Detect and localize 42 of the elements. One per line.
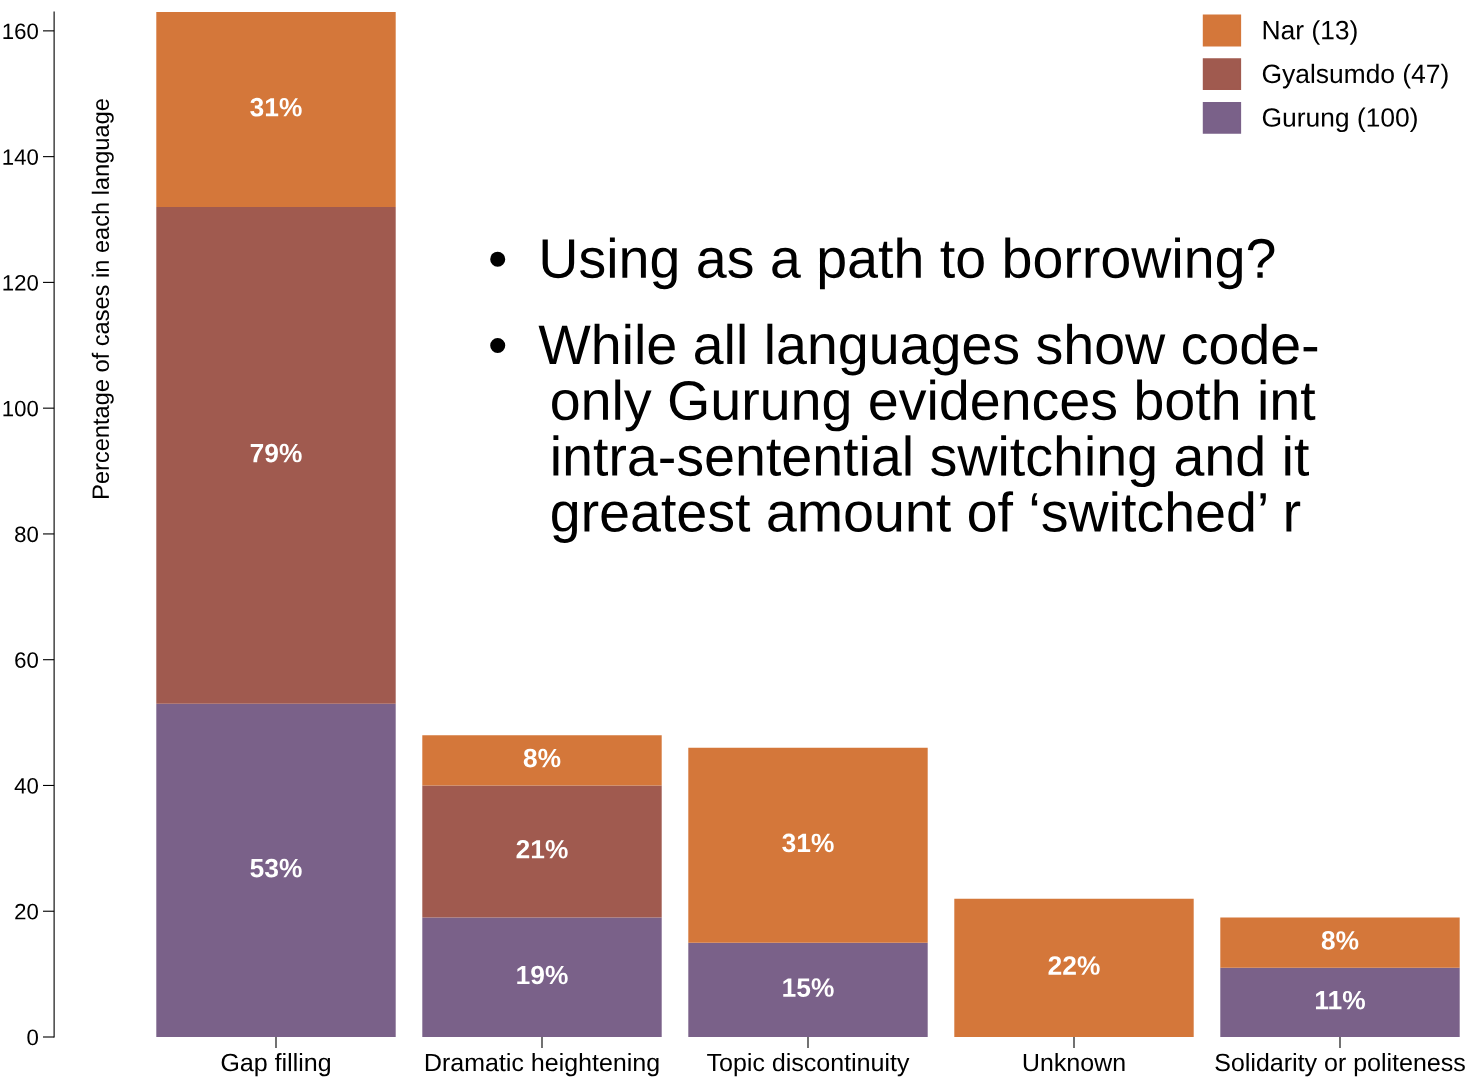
data-label: 31% [782, 833, 834, 853]
bar [688, 942, 928, 1037]
legend-label: Gurung (100) [1262, 107, 1417, 133]
y-tick-label: 140 [3, 149, 38, 165]
data-label: 8% [1321, 931, 1359, 950]
y-tick-label: 100 [3, 400, 38, 417]
annotation: • Using as a path to borrowing? [490, 237, 1275, 290]
data-label: 31% [250, 97, 302, 117]
x-tick-label: Topic discontinuity [707, 1052, 910, 1077]
y-tick-label: 80 [15, 526, 38, 543]
data-label: 15% [783, 978, 834, 997]
legend-label: Gyalsumdo (47) [1262, 63, 1448, 89]
data-label: 79% [250, 443, 302, 463]
bar [156, 12, 396, 207]
x-tick-label: Gap filling [221, 1052, 330, 1077]
y-tick-label: 20 [15, 903, 38, 920]
data-label: 21% [516, 839, 568, 859]
bar [954, 898, 1194, 1037]
y-tick-label: 120 [3, 274, 38, 291]
data-label: 53% [250, 858, 302, 878]
x-tick-label: Dramatic heightening [425, 1052, 659, 1077]
x-tick-label: Solidarity or politeness [1215, 1052, 1465, 1077]
data-label: 19% [517, 965, 568, 985]
y-tick-label: 60 [15, 652, 38, 668]
bar [422, 735, 662, 786]
bar [422, 785, 662, 918]
y-tick-label: 40 [14, 778, 38, 794]
bar [1220, 917, 1460, 968]
bar [1220, 967, 1460, 1037]
bar [422, 917, 662, 1037]
x-tick-label: Unknown [1023, 1052, 1125, 1072]
bar [688, 747, 928, 943]
y-tick-label: 0 [27, 1029, 38, 1046]
data-label: 11% [1315, 990, 1365, 1010]
bar [156, 206, 396, 704]
data-label: 8% [523, 748, 561, 768]
legend-label: Nar (13) [1263, 20, 1357, 45]
data-label: 22% [1048, 956, 1100, 975]
y-tick-label: 160 [3, 23, 38, 40]
y-axis-title: Percentage of cases in each language [91, 99, 114, 498]
bar [156, 703, 396, 1037]
annotation: • While all languages show code- only Gurung evidences both int intra-sentential switching and it greatest amount of ‘switched’ r [490, 323, 1318, 543]
